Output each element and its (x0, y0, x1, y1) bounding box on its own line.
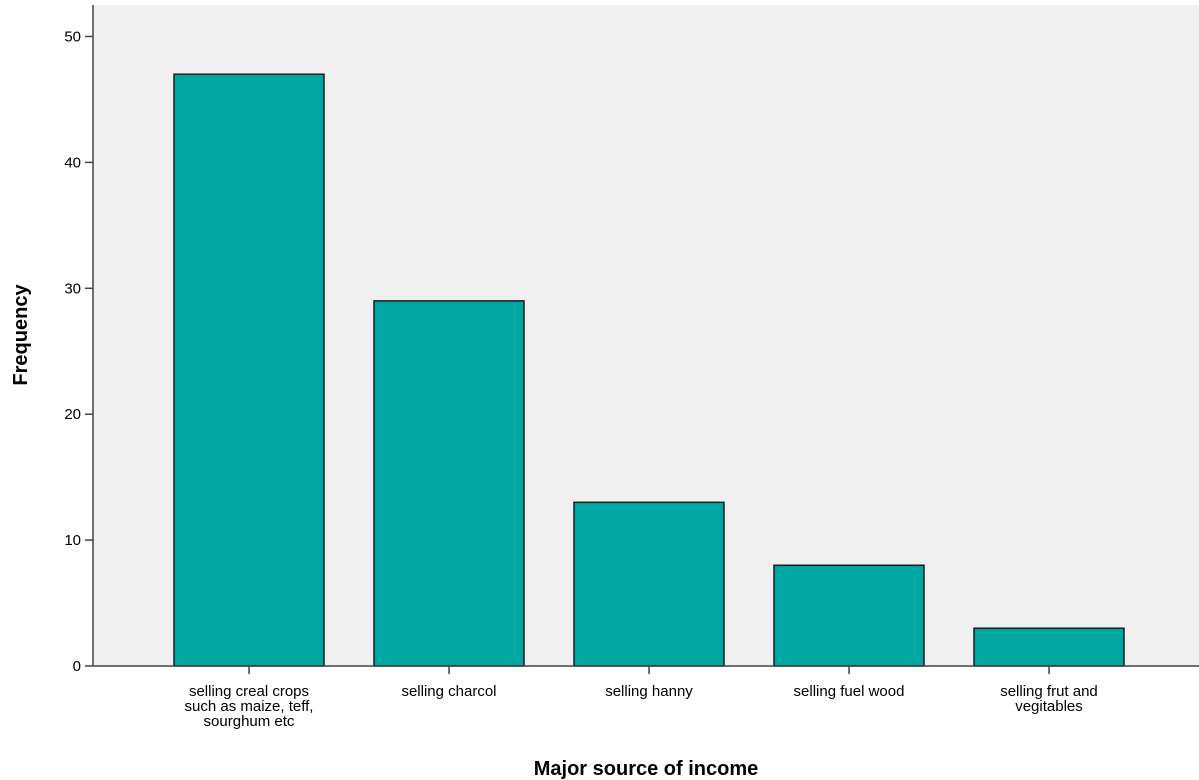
y-axis-title: Frequency (10, 284, 32, 386)
bar-3 (773, 564, 925, 667)
y-tick-label: 20 (64, 406, 81, 423)
x-axis-title: Major source of income (534, 758, 759, 780)
bars-group (173, 73, 1125, 667)
y-tick-label: 30 (64, 280, 81, 297)
x-ticks-group: selling creal crops such as maize, teff, s… (185, 666, 1098, 730)
y-tick-label: 40 (64, 154, 81, 171)
bar-0 (173, 73, 325, 667)
x-category-label-4: selling frut and vegitables (1000, 683, 1098, 715)
x-category-label-2: selling hanny (605, 683, 693, 700)
bar-1 (373, 300, 525, 667)
x-category-label-0: selling creal crops such as maize, teff, s… (185, 683, 314, 730)
bar-2 (573, 501, 725, 667)
y-tick-label: 0 (73, 658, 81, 675)
y-tick-label: 10 (64, 532, 81, 549)
bar-4 (973, 627, 1125, 667)
x-category-label-3: selling fuel wood (794, 683, 905, 700)
y-tick-label: 50 (64, 28, 81, 45)
x-category-label-1: selling charcol (401, 683, 496, 700)
y-ticks-group: 0 10 20 30 40 50 (64, 28, 93, 675)
